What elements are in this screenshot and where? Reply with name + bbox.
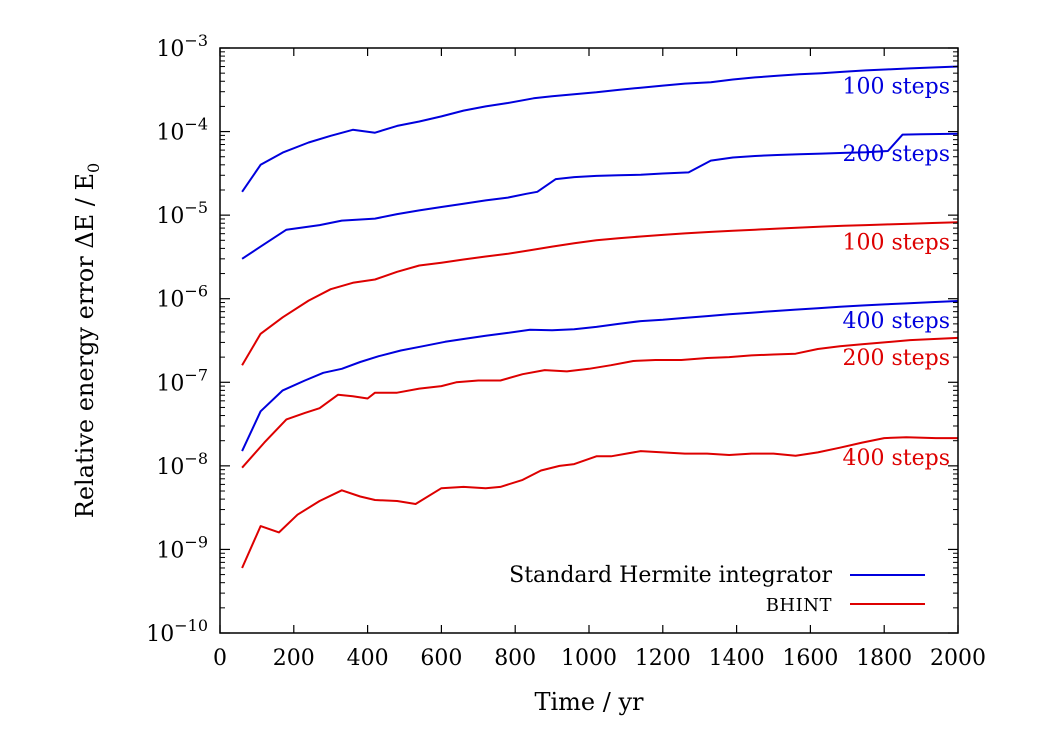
x-tick-label: 400 <box>347 646 389 671</box>
x-tick-label: 2000 <box>930 646 986 671</box>
x-tick-label: 600 <box>420 646 462 671</box>
series-label-layer: 100 steps 200 steps 100 steps 400 steps 200 … <box>842 75 950 472</box>
y-tick-label-base: 10 <box>156 371 184 396</box>
y-tick-label-exponent: −5 <box>184 198 208 217</box>
x-tick-label: 200 <box>273 646 315 671</box>
series-label-bhint-400-steps: 400 steps <box>842 446 950 471</box>
y-tick-label-exponent: −10 <box>174 616 208 635</box>
series-line-bhint-400-steps <box>241 436 958 569</box>
x-tick-label: 800 <box>494 646 536 671</box>
y-tick-label: 10−9 <box>156 532 208 563</box>
series-label-hermite-400-steps: 400 steps <box>842 309 950 334</box>
series-line-hermite-100-steps <box>241 65 959 193</box>
x-axis-label: Time / yr <box>534 688 644 716</box>
y-tick-label-base: 10 <box>146 622 174 647</box>
x-tick-label: 1600 <box>782 646 838 671</box>
y-tick-label-exponent: −3 <box>184 31 208 50</box>
y-axis-label-main: Relative energy error ΔE / E <box>71 173 99 518</box>
series-line-hermite-400-steps <box>241 300 959 452</box>
x-tick-label: 0 <box>213 646 227 671</box>
x-tick-label: 1800 <box>856 646 912 671</box>
y-tick-label: 10−3 <box>156 31 208 62</box>
series-line-bhint-200-steps <box>241 336 959 469</box>
x-tick-label: 1400 <box>709 646 765 671</box>
legend: Standard Hermite integrator BHINT <box>509 563 925 616</box>
x-tick-label: 1000 <box>561 646 617 671</box>
x-tick-label: 1200 <box>635 646 691 671</box>
y-tick-label-exponent: −8 <box>184 449 208 468</box>
y-tick-label: 10−6 <box>156 282 208 313</box>
y-axis-label-subscript: 0 <box>84 163 103 173</box>
tick-layer: 0 200 400 600 800 1000 1200 1400 1600 1800 200010−… <box>146 31 986 671</box>
y-tick-label: 10−5 <box>156 198 208 229</box>
y-tick-label-base: 10 <box>156 455 184 480</box>
series-label-bhint-100-steps: 100 steps <box>842 230 950 255</box>
y-tick-label: 10−7 <box>156 365 208 396</box>
y-tick-label-exponent: −7 <box>184 365 208 384</box>
y-tick-label-exponent: −6 <box>184 282 208 301</box>
y-tick-label-base: 10 <box>156 204 184 229</box>
y-tick-label-exponent: −4 <box>184 115 208 134</box>
y-tick-label: 10−4 <box>156 115 208 146</box>
series-label-hermite-200-steps: 200 steps <box>842 142 950 167</box>
y-tick-label: 10−10 <box>146 616 208 647</box>
y-tick-label-exponent: −9 <box>184 532 208 551</box>
series-layer <box>241 65 959 569</box>
y-tick-label: 10−8 <box>156 449 208 480</box>
series-line-bhint-100-steps <box>241 221 959 366</box>
y-tick-label-base: 10 <box>156 538 184 563</box>
series-label-hermite-100-steps: 100 steps <box>842 75 950 100</box>
y-axis-label: Relative energy error ΔE / E0 <box>71 163 103 518</box>
series-label-bhint-200-steps: 200 steps <box>842 346 950 371</box>
y-tick-label-base: 10 <box>156 121 184 146</box>
legend-label: Standard Hermite integrator <box>509 563 832 588</box>
y-tick-label-base: 10 <box>156 37 184 62</box>
series-line-hermite-200-steps <box>241 132 959 260</box>
y-tick-label-base: 10 <box>156 288 184 313</box>
legend-label: BHINT <box>766 595 832 616</box>
